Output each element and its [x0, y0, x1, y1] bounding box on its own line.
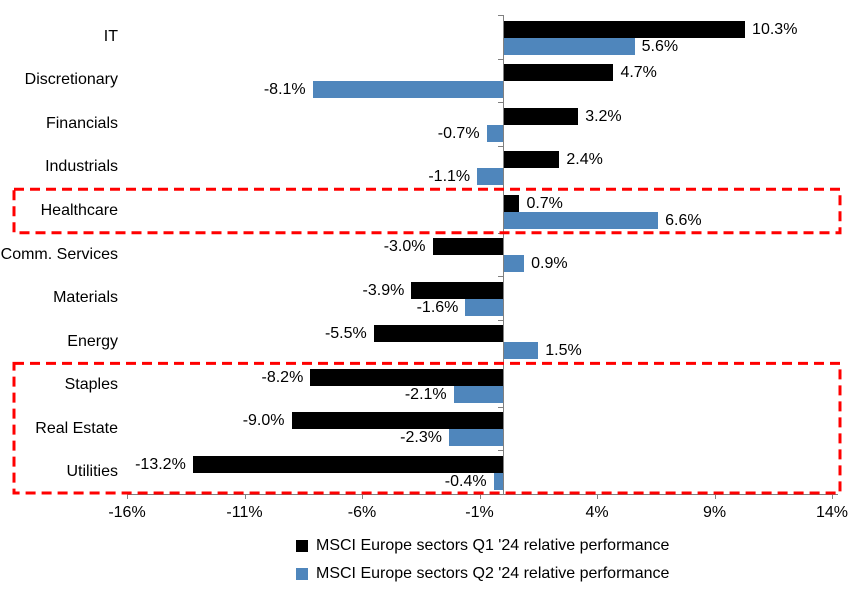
y-axis-line: [503, 15, 504, 494]
x-tick-label-4: 4%: [585, 504, 609, 521]
category-label-industrials: Industrials: [45, 158, 118, 176]
bar-q2-it: [503, 37, 635, 55]
x-tick-1: [244, 494, 246, 499]
bar-q1-discretionary: [503, 64, 614, 82]
x-tick-0: [127, 494, 128, 499]
value-label-q1-discretionary: 4.7%: [620, 64, 657, 82]
x-tick-3: [479, 494, 481, 499]
category-tick-0: [498, 15, 503, 16]
value-label-q2-real-estate: -2.3%: [400, 429, 442, 447]
x-tick-label-1: -11%: [226, 504, 263, 521]
legend-swatch-q2-icon: [296, 568, 308, 580]
bar-q2-real-estate: [448, 429, 503, 447]
category-tick-5: [498, 232, 503, 234]
category-label-healthcare: Healthcare: [40, 201, 118, 219]
bar-q2-industrials: [477, 168, 503, 186]
value-label-q2-healthcare: 6.6%: [665, 211, 702, 229]
category-tick-7: [498, 319, 503, 321]
bar-q1-healthcare: [503, 194, 520, 212]
value-label-q1-healthcare: 0.7%: [526, 194, 563, 212]
legend-swatch-q1-icon: [296, 540, 308, 552]
value-label-q1-utilities: -13.2%: [135, 455, 186, 473]
value-label-q2-it: 5.6%: [641, 37, 679, 55]
legend: MSCI Europe sectors Q1 '24 relative perf…: [296, 536, 669, 592]
category-tick-2: [498, 102, 503, 104]
category-label-it: IT: [103, 27, 118, 45]
x-tick-label-5: 9%: [702, 504, 727, 521]
value-label-q2-industrials: -1.1%: [428, 168, 471, 186]
value-label-q2-staples: -2.1%: [404, 385, 447, 403]
bar-q1-materials: [411, 281, 503, 299]
value-label-q1-materials: -3.9%: [362, 281, 405, 299]
value-label-q1-financials: 3.2%: [585, 107, 622, 125]
x-tick-5: [714, 494, 716, 499]
x-tick-label-6: 14%: [815, 504, 849, 521]
value-label-q2-comm-services: 0.9%: [531, 255, 568, 273]
bar-q1-industrials: [503, 151, 560, 169]
value-label-q2-utilities: -0.4%: [444, 472, 487, 490]
bar-q2-materials: [465, 298, 503, 316]
category-tick-11: [498, 494, 503, 495]
category-label-real-estate: Real Estate: [35, 419, 118, 437]
category-label-comm-services: Comm. Services: [0, 245, 118, 263]
x-tick-label-2: -6%: [347, 504, 377, 521]
value-label-q2-financials: -0.7%: [437, 124, 480, 142]
bar-q1-comm-services: [432, 238, 503, 256]
category-label-staples: Staples: [64, 376, 118, 394]
category-tick-3: [498, 145, 503, 147]
x-tick-2: [362, 494, 363, 499]
value-label-q1-real-estate: -9.0%: [242, 412, 285, 430]
bar-q1-financials: [503, 107, 579, 125]
category-label-discretionary: Discretionary: [24, 71, 118, 89]
value-label-q1-industrials: 2.4%: [566, 151, 603, 169]
value-label-q2-discretionary: -8.1%: [263, 81, 306, 99]
value-label-q2-energy: 1.5%: [545, 342, 582, 360]
bar-q2-staples: [453, 385, 503, 403]
x-tick-4: [597, 494, 598, 499]
value-label-q1-it: 10.3%: [752, 20, 798, 38]
bar-q2-energy: [503, 342, 539, 360]
legend-item-q1: MSCI Europe sectors Q1 '24 relative perf…: [296, 536, 669, 556]
x-tick-label-0: -16%: [108, 504, 146, 521]
bar-q1-utilities: [192, 455, 503, 473]
bar-q2-healthcare: [503, 211, 659, 229]
category-label-energy: Energy: [67, 332, 118, 350]
category-tick-10: [498, 450, 503, 452]
category-label-financials: Financials: [45, 114, 118, 132]
bar-q2-comm-services: [503, 255, 525, 273]
category-tick-6: [498, 276, 503, 278]
legend-label-q1: MSCI Europe sectors Q1 '24 relative perf…: [316, 537, 670, 554]
value-label-q1-energy: -5.5%: [324, 325, 367, 343]
category-tick-8: [498, 363, 503, 365]
bar-q1-real-estate: [291, 412, 503, 430]
bar-q2-financials: [486, 124, 503, 142]
category-tick-4: [498, 189, 503, 191]
x-tick-6: [832, 494, 833, 499]
bar-q2-discretionary: [312, 81, 503, 99]
value-label-q1-staples: -8.2%: [261, 368, 304, 386]
bar-q2-utilities: [493, 472, 503, 490]
bar-q1-energy: [373, 325, 503, 343]
x-tick-label-3: -1%: [465, 504, 494, 521]
legend-item-q2: MSCI Europe sectors Q2 '24 relative perf…: [296, 564, 669, 584]
bar-q1-it: [503, 20, 746, 38]
x-axis-line: [127, 494, 838, 495]
category-label-materials: Materials: [53, 289, 118, 307]
bar-q1-staples: [310, 368, 503, 386]
value-label-q1-comm-services: -3.0%: [383, 238, 426, 256]
legend-label-q2: MSCI Europe sectors Q2 '24 relative perf…: [316, 565, 670, 582]
value-label-q2-materials: -1.6%: [416, 298, 459, 316]
category-tick-1: [498, 58, 503, 60]
category-tick-9: [498, 406, 503, 408]
